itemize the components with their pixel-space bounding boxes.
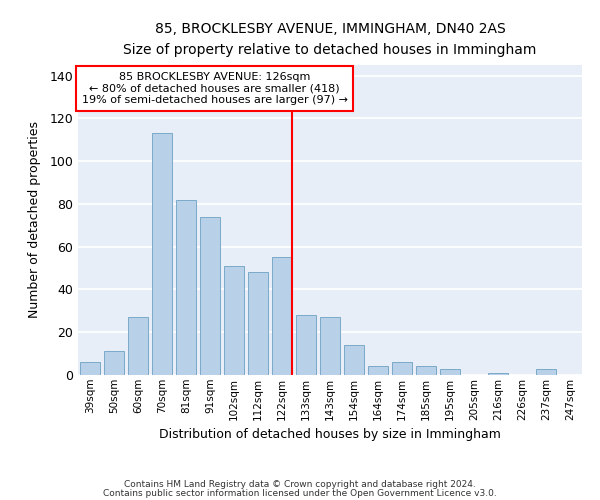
Bar [320, 318, 340, 375]
Bar [440, 368, 460, 375]
Bar [344, 345, 364, 375]
Y-axis label: Number of detached properties: Number of detached properties [28, 122, 41, 318]
Text: 85 BROCKLESBY AVENUE: 126sqm
← 80% of detached houses are smaller (418)
19% of s: 85 BROCKLESBY AVENUE: 126sqm ← 80% of de… [82, 72, 348, 105]
Bar [368, 366, 388, 375]
Bar [80, 362, 100, 375]
Bar [224, 266, 244, 375]
Bar [200, 217, 220, 375]
Bar [272, 258, 292, 375]
Bar [128, 318, 148, 375]
Bar [176, 200, 196, 375]
Bar [104, 352, 124, 375]
Bar [152, 134, 172, 375]
Bar [536, 368, 556, 375]
Bar [416, 366, 436, 375]
Text: Contains HM Land Registry data © Crown copyright and database right 2024.: Contains HM Land Registry data © Crown c… [124, 480, 476, 489]
Bar [488, 373, 508, 375]
Title: 85, BROCKLESBY AVENUE, IMMINGHAM, DN40 2AS
Size of property relative to detached: 85, BROCKLESBY AVENUE, IMMINGHAM, DN40 2… [124, 22, 536, 57]
Bar [248, 272, 268, 375]
Text: Contains public sector information licensed under the Open Government Licence v3: Contains public sector information licen… [103, 488, 497, 498]
Bar [392, 362, 412, 375]
Bar [296, 315, 316, 375]
X-axis label: Distribution of detached houses by size in Immingham: Distribution of detached houses by size … [159, 428, 501, 441]
